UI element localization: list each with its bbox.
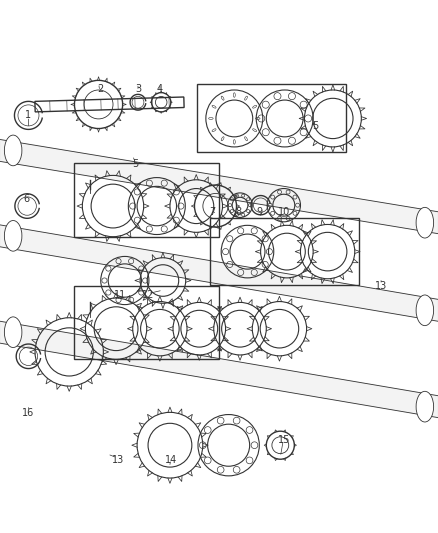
Text: 13: 13 — [112, 455, 124, 465]
Ellipse shape — [416, 295, 434, 326]
Text: 9: 9 — [257, 207, 263, 217]
Ellipse shape — [4, 135, 22, 166]
Text: 10: 10 — [278, 207, 290, 217]
Bar — [210, 219, 359, 285]
Text: 14: 14 — [165, 455, 177, 465]
Polygon shape — [0, 321, 438, 418]
Text: 15: 15 — [278, 434, 290, 445]
Bar — [197, 84, 346, 152]
Text: 12: 12 — [142, 290, 154, 300]
Ellipse shape — [416, 391, 434, 422]
Text: 2: 2 — [98, 84, 104, 94]
Bar — [74, 286, 219, 359]
Text: 6: 6 — [23, 193, 29, 204]
Polygon shape — [0, 140, 438, 233]
Ellipse shape — [416, 207, 434, 238]
Text: 5: 5 — [312, 122, 318, 131]
Text: 8: 8 — [236, 207, 242, 217]
Ellipse shape — [4, 317, 22, 348]
Text: 5: 5 — [133, 159, 139, 168]
Polygon shape — [0, 225, 438, 321]
Text: 13: 13 — [375, 281, 387, 291]
Bar — [74, 163, 219, 237]
Text: 4: 4 — [157, 84, 163, 94]
Text: 16: 16 — [22, 408, 35, 418]
Text: 11: 11 — [114, 290, 127, 300]
Text: 3: 3 — [135, 84, 141, 94]
Ellipse shape — [4, 221, 22, 251]
Text: 1: 1 — [25, 110, 32, 120]
Text: 7: 7 — [209, 207, 215, 217]
